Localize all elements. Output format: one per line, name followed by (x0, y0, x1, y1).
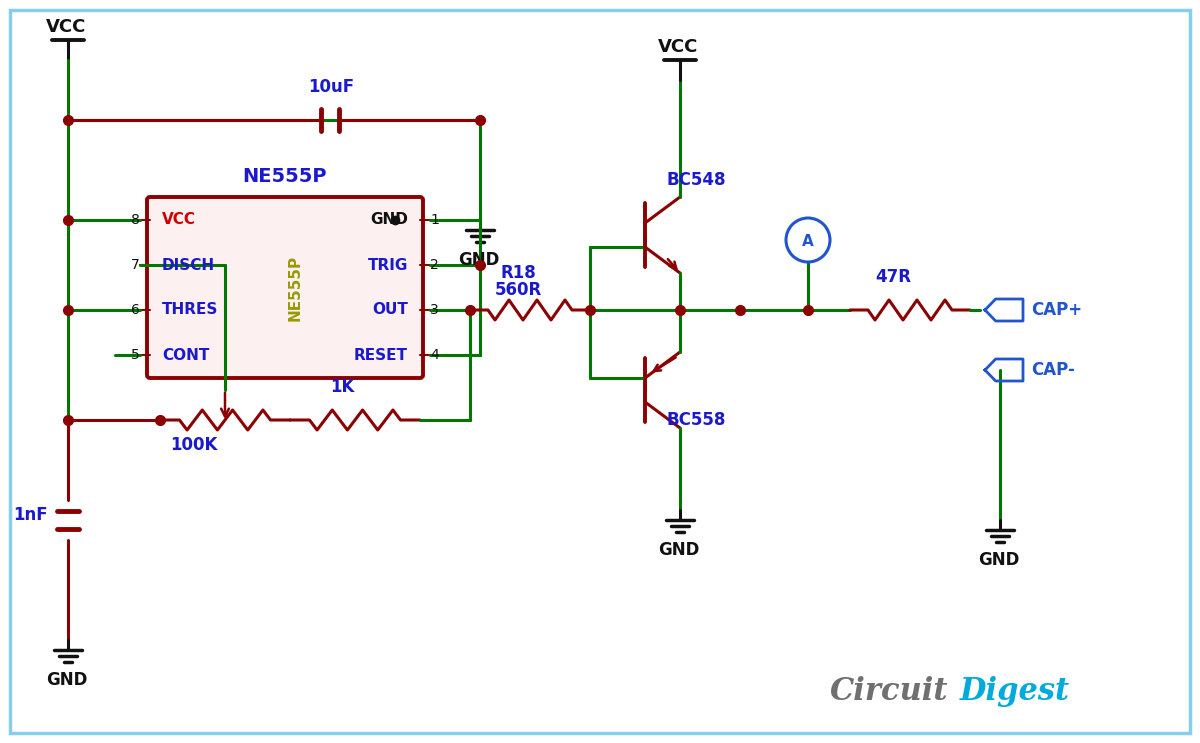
Text: THRES: THRES (162, 302, 218, 317)
Text: VCC: VCC (162, 212, 196, 227)
FancyBboxPatch shape (10, 10, 1190, 733)
Text: GND: GND (370, 212, 408, 227)
Text: VCC: VCC (46, 18, 86, 36)
Text: GND: GND (978, 551, 1019, 569)
Text: Digest: Digest (960, 676, 1070, 707)
Text: NE555P: NE555P (288, 254, 302, 320)
Text: NE555P: NE555P (242, 167, 328, 186)
Text: R18: R18 (500, 264, 535, 282)
Text: BC558: BC558 (667, 411, 726, 429)
Text: 47R: 47R (875, 268, 911, 286)
Text: 1nF: 1nF (13, 506, 48, 524)
Text: A: A (802, 233, 814, 248)
Text: CAP+: CAP+ (1031, 301, 1082, 319)
Text: 560R: 560R (496, 281, 542, 299)
Text: VCC: VCC (658, 38, 698, 56)
Text: 4: 4 (430, 348, 439, 362)
Text: OUT: OUT (372, 302, 408, 317)
Text: CAP-: CAP- (1031, 361, 1075, 379)
Text: 7: 7 (131, 258, 140, 272)
Text: 3: 3 (430, 303, 439, 317)
Text: 2: 2 (430, 258, 439, 272)
Text: 1K: 1K (330, 378, 354, 396)
Text: GND: GND (458, 251, 499, 269)
Text: TRIG: TRIG (367, 258, 408, 273)
Text: 5: 5 (131, 348, 140, 362)
FancyBboxPatch shape (148, 197, 424, 378)
Text: RESET: RESET (354, 348, 408, 363)
Text: 1: 1 (430, 213, 439, 227)
Text: CONT: CONT (162, 348, 209, 363)
Text: 100K: 100K (170, 436, 217, 454)
Text: BC548: BC548 (667, 171, 726, 189)
Text: GND: GND (658, 541, 700, 559)
Text: 10uF: 10uF (308, 78, 354, 96)
Text: GND: GND (46, 671, 88, 689)
Text: Circuit: Circuit (830, 676, 948, 707)
Text: 8: 8 (131, 213, 140, 227)
Text: DISCH: DISCH (162, 258, 215, 273)
Text: 6: 6 (131, 303, 140, 317)
